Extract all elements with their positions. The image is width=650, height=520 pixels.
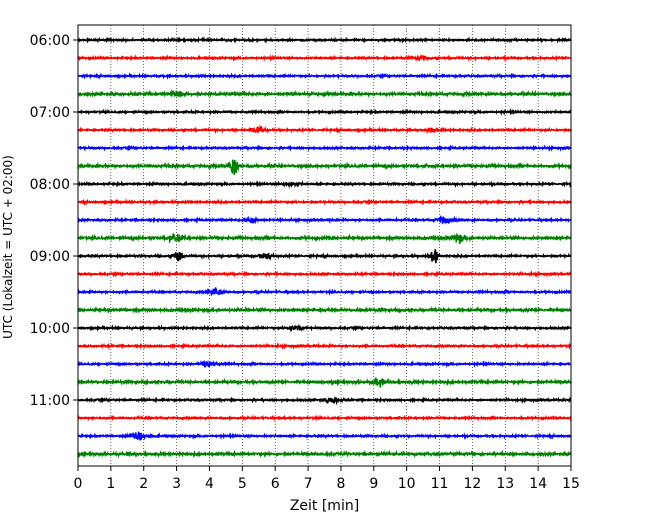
x-tick-label: 9 — [369, 476, 378, 492]
trace-line — [77, 198, 572, 206]
y-tick-label: 07:00 — [30, 105, 70, 121]
trace-line — [77, 108, 572, 116]
x-tick-label: 1 — [106, 476, 115, 492]
trace-line — [77, 270, 572, 278]
trace-line — [77, 144, 572, 153]
trace-line — [77, 286, 572, 297]
x-tick-label: 0 — [74, 476, 83, 492]
x-axis-label: Zeit [min] — [290, 498, 359, 514]
x-tick-label: 5 — [238, 476, 247, 492]
trace-line — [77, 323, 572, 333]
trace-line — [77, 232, 572, 245]
trace-line — [77, 359, 572, 369]
trace-line — [77, 35, 572, 44]
trace-line — [78, 342, 572, 350]
x-tick-label: 6 — [271, 476, 280, 492]
x-axis-ticks: 0 1 2 3 4 5 6 7 8 9 10 11 12 13 14 15 — [74, 466, 580, 492]
x-tick-label: 13 — [496, 476, 514, 492]
x-tick-label: 2 — [139, 476, 148, 492]
y-tick-label: 09:00 — [30, 249, 70, 265]
plot-frame — [77, 24, 572, 467]
x-tick-label: 14 — [529, 476, 547, 492]
y-tick-label: 10:00 — [30, 321, 70, 337]
x-tick-label: 11 — [431, 476, 449, 492]
trace-line — [77, 124, 572, 135]
trace-line — [77, 159, 572, 176]
trace-line — [77, 430, 572, 441]
trace-line — [77, 249, 572, 264]
trace-line — [77, 180, 572, 189]
x-tick-label: 12 — [463, 476, 481, 492]
trace-line — [77, 72, 572, 81]
y-tick-label: 06:00 — [30, 33, 70, 49]
x-tick-label: 7 — [304, 476, 313, 492]
y-tick-label: 08:00 — [30, 177, 70, 193]
y-axis-ticks: 06:00 07:00 08:00 09:00 10:00 11:00 — [30, 33, 78, 409]
x-tick-label: 3 — [172, 476, 181, 492]
seismic-traces — [77, 35, 572, 459]
x-tick-label: 10 — [398, 476, 416, 492]
x-tick-label: 8 — [336, 476, 345, 492]
y-axis-label: UTC (Lokalzeit = UTC + 02:00) — [1, 155, 15, 339]
x-tick-label: 15 — [562, 476, 580, 492]
trace-line — [77, 305, 572, 314]
trace-line — [77, 215, 572, 225]
trace-line — [77, 396, 572, 406]
trace-line — [77, 53, 571, 63]
trace-line — [77, 377, 572, 388]
trace-line — [77, 414, 572, 422]
y-tick-label: 11:00 — [30, 393, 70, 409]
trace-line — [77, 449, 572, 459]
trace-line — [77, 89, 572, 99]
x-tick-label: 4 — [205, 476, 214, 492]
